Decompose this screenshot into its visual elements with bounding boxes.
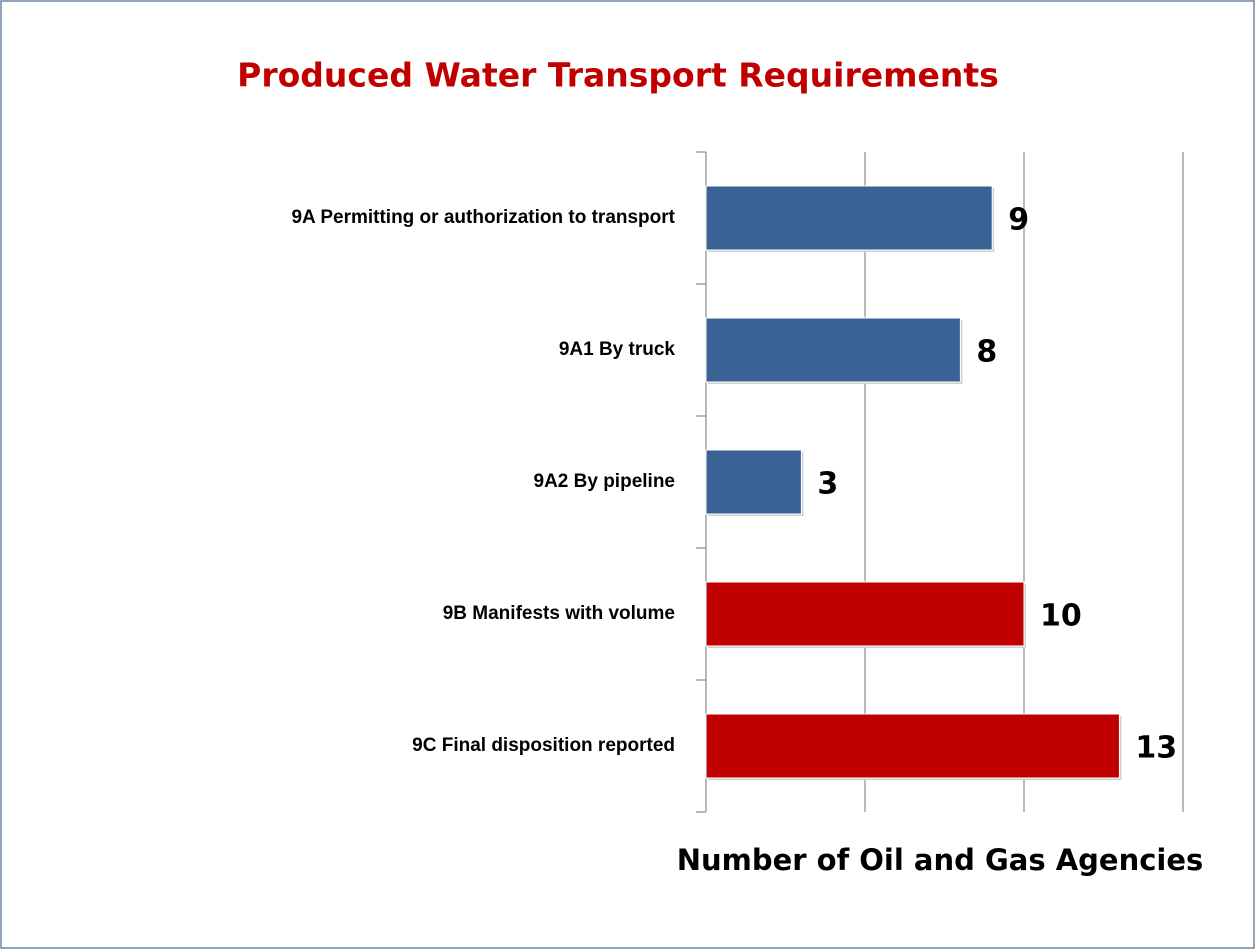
- y-tick-label: 9A2 By pipeline: [534, 471, 676, 492]
- chart-title: Produced Water Transport Requirements: [237, 56, 999, 95]
- bar: [705, 317, 961, 383]
- bar: [705, 185, 993, 251]
- value-label: 8: [976, 335, 997, 370]
- y-tick-label: 9A1 By truck: [559, 339, 676, 360]
- value-label: 9: [1008, 203, 1029, 238]
- value-label: 10: [1040, 599, 1082, 634]
- bar: [705, 581, 1025, 647]
- y-tick-label: 9A Permitting or authorization to transp…: [291, 207, 675, 228]
- value-label: 3: [817, 467, 838, 502]
- value-label: 13: [1135, 731, 1177, 766]
- x-axis-label: Number of Oil and Gas Agencies: [677, 843, 1204, 877]
- bar: [705, 713, 1120, 779]
- y-tick-label: 9B Manifests with volume: [443, 603, 675, 624]
- bar: [705, 449, 802, 515]
- y-tick-label: 9C Final disposition reported: [412, 735, 675, 756]
